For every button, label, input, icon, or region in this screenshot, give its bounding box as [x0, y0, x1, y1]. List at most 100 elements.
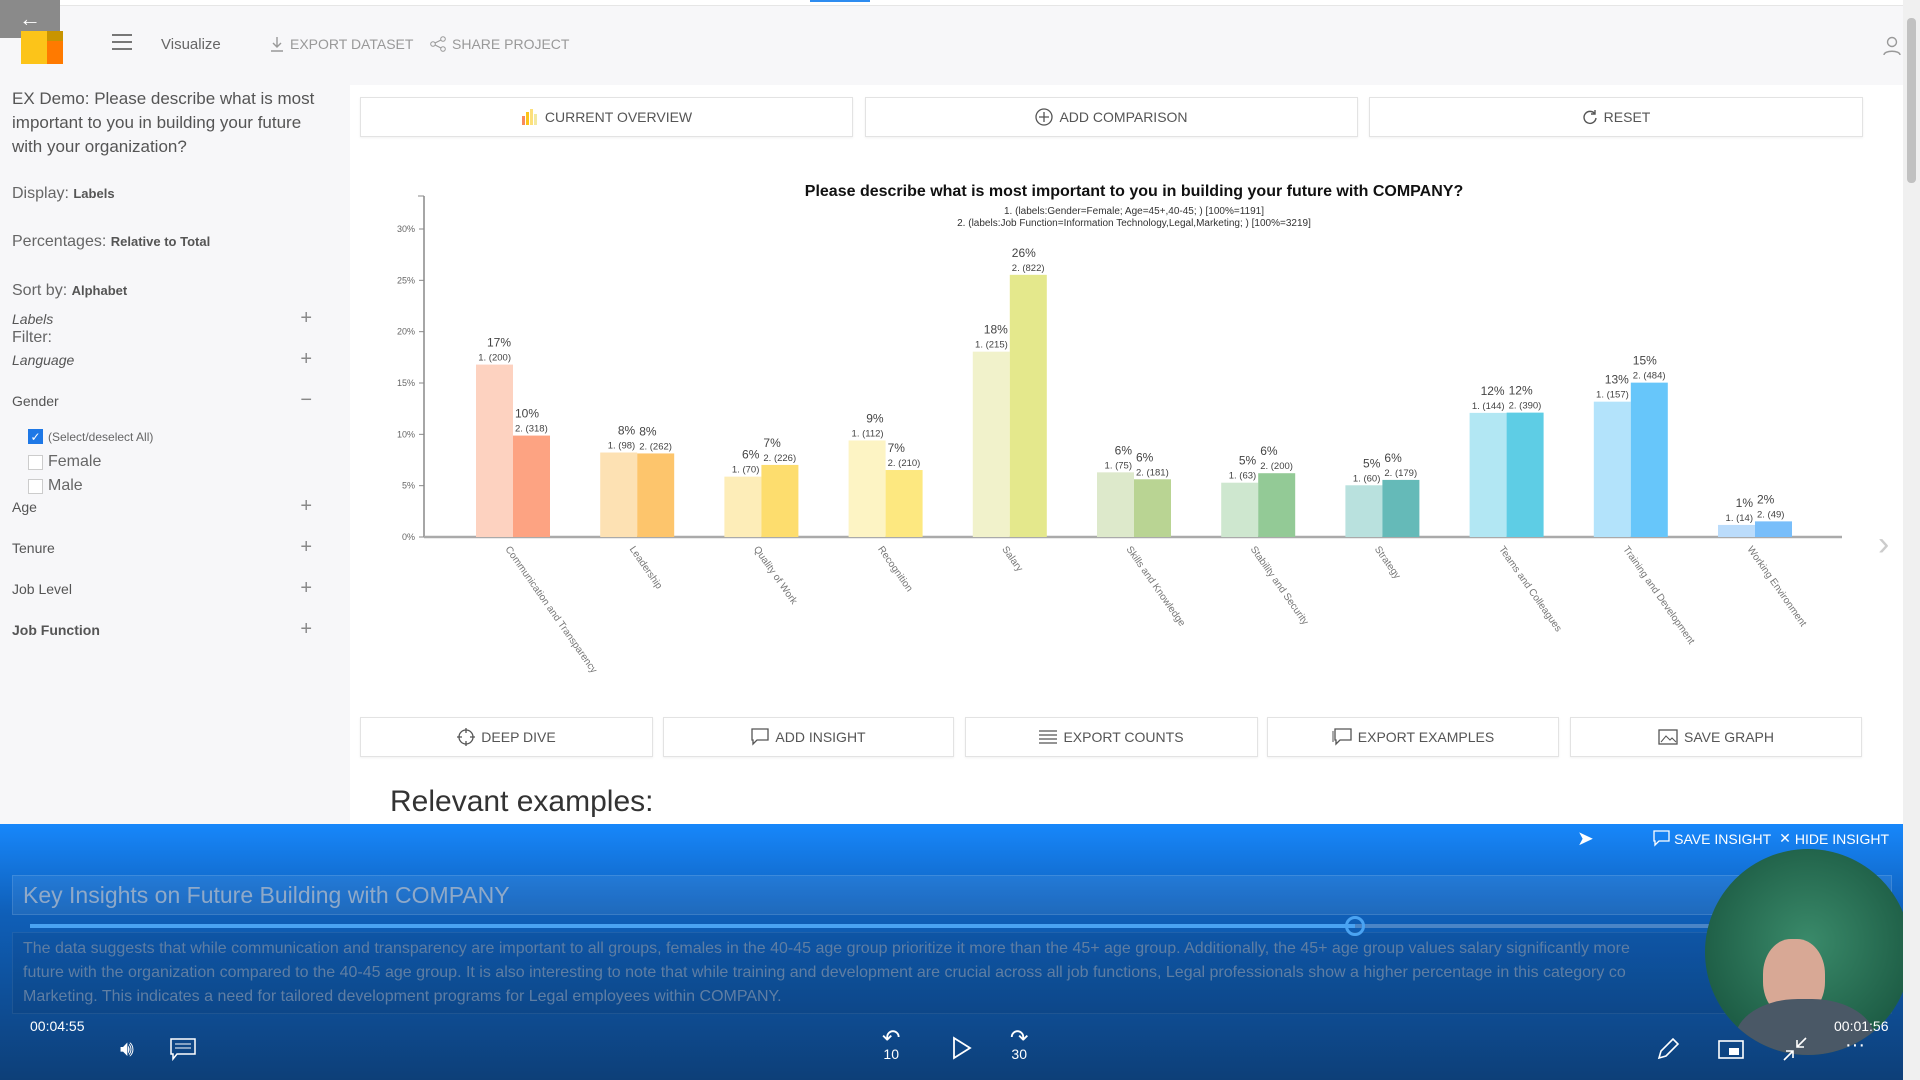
rewind-icon: ↶: [882, 1025, 901, 1050]
bar-series-2[interactable]: [1630, 382, 1668, 537]
deep-dive-label: DEEP DIVE: [481, 729, 556, 745]
bar-series-1[interactable]: [1718, 524, 1755, 537]
bar-series-2[interactable]: [761, 464, 799, 537]
filter-label: Tenure: [12, 540, 55, 556]
bar-series-2[interactable]: [637, 453, 675, 537]
bar-series-1[interactable]: [1593, 401, 1631, 537]
insight-title-field[interactable]: Key Insights on Future Building with COM…: [12, 875, 1892, 915]
percentages-label: Percentages:: [12, 233, 107, 250]
forward-30-button[interactable]: ↷ 30: [1010, 1027, 1028, 1063]
filter-age[interactable]: Age +: [12, 495, 312, 517]
bar-series-1[interactable]: [1469, 412, 1507, 537]
bar-series-2[interactable]: [885, 470, 923, 537]
bar-series-2[interactable]: [1258, 473, 1296, 537]
filter-label: Age: [12, 499, 37, 515]
gender-option[interactable]: ✓ (Select/deselect All): [28, 429, 153, 444]
page-scrollbar[interactable]: [1903, 0, 1920, 1080]
filter-job-function[interactable]: Job Function +: [12, 618, 312, 640]
plus-icon[interactable]: +: [300, 618, 312, 640]
filter-labels[interactable]: Labels +: [12, 307, 312, 329]
bar-count-label: 1. (144): [1472, 401, 1505, 412]
gender-option[interactable]: Male: [28, 477, 83, 495]
x-category-label: Communication and Transparency: [503, 544, 599, 675]
bar-series-1[interactable]: [972, 351, 1010, 537]
rewind-10-button[interactable]: ↶ 10: [882, 1027, 900, 1063]
filter-language[interactable]: Language +: [12, 348, 312, 370]
deep-dive-button[interactable]: DEEP DIVE: [360, 717, 653, 757]
menu-button[interactable]: [111, 33, 133, 51]
bar-series-2[interactable]: [513, 435, 550, 537]
add-comparison-label: ADD COMPARISON: [1059, 109, 1188, 125]
filter-tenure[interactable]: Tenure +: [12, 536, 312, 558]
plus-icon[interactable]: +: [300, 495, 312, 517]
save-graph-button[interactable]: SAVE GRAPH: [1570, 717, 1862, 757]
display-setting[interactable]: Display: Labels: [12, 185, 115, 203]
bar-series-2[interactable]: [1009, 274, 1047, 537]
bar-series-1[interactable]: [1097, 472, 1134, 537]
bar-chart: Please describe what is most important t…: [397, 183, 1842, 675]
video-progress-slider[interactable]: [30, 916, 1870, 936]
checkbox[interactable]: [28, 454, 43, 470]
bar-series-1[interactable]: [724, 476, 762, 537]
relevant-examples-heading: Relevant examples:: [390, 785, 654, 818]
x-category-label: Salary: [999, 544, 1024, 574]
remaining-time: 00:01:56: [1834, 1018, 1889, 1034]
plus-icon[interactable]: +: [300, 536, 312, 558]
bar-series-1[interactable]: [600, 452, 638, 537]
export-dataset-button[interactable]: EXPORT DATASET: [270, 36, 413, 52]
bar-pct-label: 26%: [1012, 246, 1036, 260]
play-button[interactable]: [952, 1036, 972, 1065]
bar-series-1[interactable]: [848, 440, 886, 537]
bar-series-1[interactable]: [1221, 482, 1259, 537]
minus-icon[interactable]: −: [300, 389, 312, 411]
export-counts-button[interactable]: EXPORT COUNTS: [965, 717, 1258, 757]
bar-series-2[interactable]: [1382, 479, 1420, 537]
plus-icon[interactable]: +: [300, 307, 312, 329]
captions-button[interactable]: [170, 1038, 196, 1067]
filter-job-level[interactable]: Job Level +: [12, 577, 312, 599]
chevron-right-icon[interactable]: ›: [1878, 525, 1890, 563]
user-button[interactable]: [1883, 36, 1901, 61]
add-comparison-button[interactable]: ADD COMPARISON: [865, 97, 1358, 137]
main-panel: CURRENT OVERVIEW ADD COMPARISON RESET Pl…: [350, 85, 1903, 825]
checkbox[interactable]: [28, 478, 43, 494]
bar-count-label: 1. (14): [1726, 513, 1753, 524]
insight-text-field[interactable]: The data suggests that while communicati…: [12, 932, 1892, 1014]
plus-icon[interactable]: +: [300, 577, 312, 599]
bar-series-1[interactable]: [1345, 485, 1383, 537]
x-category-label: Recognition: [875, 544, 914, 594]
insight-line: future with the organization compared to…: [23, 964, 1626, 981]
share-project-button[interactable]: SHARE PROJECT: [430, 36, 569, 52]
bar-count-label: 2. (318): [515, 424, 548, 435]
bar-series-2[interactable]: [1134, 479, 1171, 537]
bar-series-1[interactable]: [476, 364, 513, 537]
bar-count-label: 2. (390): [1509, 401, 1542, 412]
plus-icon[interactable]: +: [300, 348, 312, 370]
reset-button[interactable]: RESET: [1369, 97, 1863, 137]
y-tick-label: 5%: [402, 481, 415, 491]
checkbox[interactable]: ✓: [28, 429, 43, 444]
export-examples-button[interactable]: EXPORT EXAMPLES: [1267, 717, 1559, 757]
exit-fullscreen-button[interactable]: [1782, 1036, 1808, 1067]
filter-gender[interactable]: Gender −: [12, 389, 312, 411]
bar-pct-label: 12%: [1509, 384, 1533, 398]
bar-series-2[interactable]: [1755, 521, 1792, 537]
add-insight-button[interactable]: ADD INSIGHT: [663, 717, 954, 757]
bar-count-label: 1. (200): [478, 353, 511, 364]
progress-handle[interactable]: [1344, 916, 1365, 936]
current-overview-button[interactable]: CURRENT OVERVIEW: [360, 97, 853, 137]
percentages-setting[interactable]: Percentages: Relative to Total: [12, 233, 210, 251]
save-insight-button[interactable]: SAVE INSIGHT: [1653, 830, 1771, 847]
volume-button[interactable]: 🔊︎: [120, 1036, 134, 1062]
gender-option[interactable]: Female: [28, 453, 101, 471]
scrollbar-thumb[interactable]: [1907, 18, 1916, 183]
sort-setting[interactable]: Sort by: Alphabet: [12, 282, 127, 300]
more-options-button[interactable]: ···: [1845, 1034, 1865, 1057]
sidebar: EX Demo: Please describe what is most im…: [0, 75, 350, 825]
bar-count-label: 2. (484): [1633, 371, 1666, 382]
annotate-button[interactable]: [1655, 1036, 1681, 1067]
bar-series-2[interactable]: [1506, 412, 1544, 537]
y-tick-label: 20%: [397, 327, 415, 337]
elapsed-time: 00:04:55: [30, 1018, 85, 1034]
hide-insight-button[interactable]: ✕ HIDE INSIGHT: [1779, 830, 1889, 847]
